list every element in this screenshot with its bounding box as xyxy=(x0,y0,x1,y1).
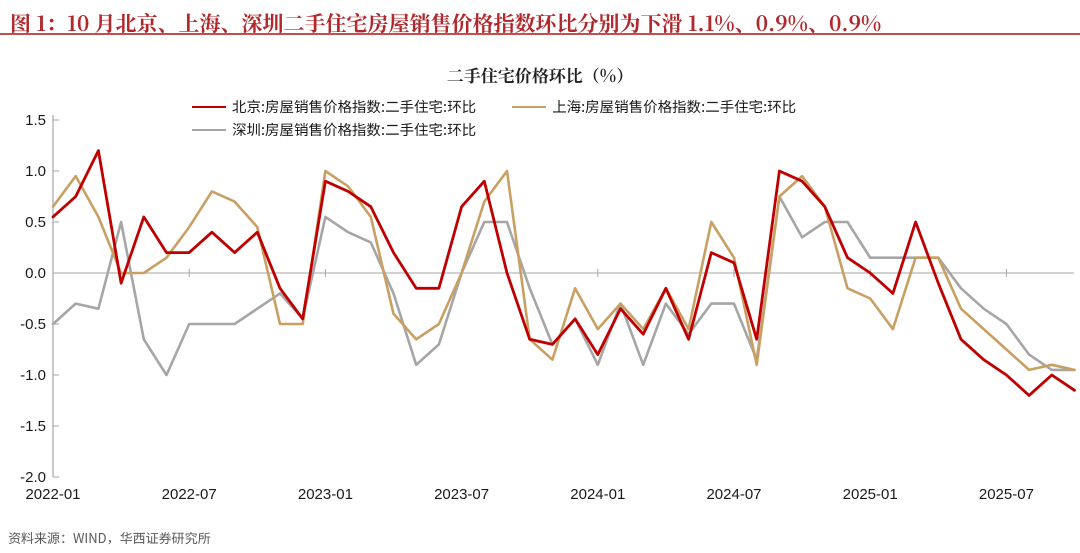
svg-text:2022-01: 2022-01 xyxy=(25,486,80,503)
svg-text:-1.0: -1.0 xyxy=(20,367,46,384)
svg-text:1.0: 1.0 xyxy=(25,163,46,180)
svg-text:0.0: 0.0 xyxy=(25,265,46,282)
svg-text:0.5: 0.5 xyxy=(25,214,46,231)
svg-text:2024-01: 2024-01 xyxy=(570,486,625,503)
svg-text:2025-07: 2025-07 xyxy=(979,486,1034,503)
svg-text:2023-01: 2023-01 xyxy=(298,486,353,503)
svg-text:2024-07: 2024-07 xyxy=(706,486,761,503)
svg-text:-1.5: -1.5 xyxy=(20,418,46,435)
svg-text:2025-01: 2025-01 xyxy=(843,486,898,503)
svg-text:2022-07: 2022-07 xyxy=(162,486,217,503)
svg-text:2023-07: 2023-07 xyxy=(434,486,489,503)
svg-text:-2.0: -2.0 xyxy=(20,469,46,486)
svg-text:-0.5: -0.5 xyxy=(20,316,46,333)
svg-text:1.5: 1.5 xyxy=(25,113,46,129)
